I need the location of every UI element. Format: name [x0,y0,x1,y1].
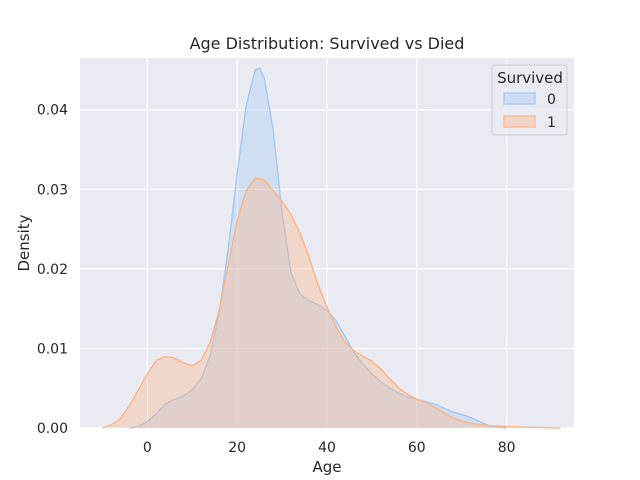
x-tick-label: 60 [408,440,426,456]
density-area-1 [102,178,561,428]
y-tick-label: 0.00 [37,421,68,437]
legend-label-1: 1 [547,115,556,131]
y-tick-label: 0.02 [37,262,68,278]
y-tick-label: 0.01 [37,341,68,357]
density-area-0 [129,68,507,428]
density-series [102,67,561,429]
chart-title: Age Distribution: Survived vs Died [190,34,465,53]
tick-labels: 0 20 40 60 80 0.00 0.01 0.02 0.03 0.04 [37,103,516,456]
legend-title: Survived [497,69,563,87]
x-tick-label: 20 [228,440,246,456]
legend-swatch-1 [503,115,536,128]
y-axis-label: Density [15,214,33,271]
legend-label-0: 0 [547,92,556,108]
legend-swatch-0 [503,92,536,105]
x-tick-label: 80 [498,440,516,456]
x-tick-label: 0 [143,440,152,456]
legend: Survived 0 1 [491,64,568,136]
y-tick-label: 0.04 [37,103,68,119]
x-axis-label: Age [312,458,341,476]
legend-frame [491,64,568,136]
y-tick-label: 0.03 [37,182,68,198]
density-line-0 [129,67,507,429]
x-tick-label: 40 [318,440,336,456]
density-line-1 [102,177,561,429]
